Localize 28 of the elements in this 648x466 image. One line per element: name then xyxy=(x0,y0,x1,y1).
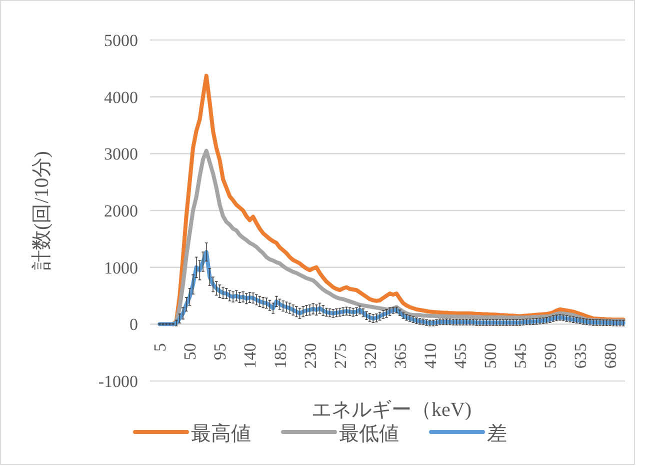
y-tick-label: 1000 xyxy=(104,258,138,278)
x-tick-label: 50 xyxy=(180,343,200,360)
legend-label: 最低値 xyxy=(339,423,399,445)
x-tick-label: 275 xyxy=(330,343,350,369)
x-tick-label: 230 xyxy=(300,343,320,369)
y-tick-label: 5000 xyxy=(104,31,138,50)
x-tick-label: 455 xyxy=(450,343,470,369)
x-axis-title: エネルギー（keV) xyxy=(312,399,472,421)
x-tick-label: 500 xyxy=(480,343,500,369)
legend-label: 差 xyxy=(487,423,507,445)
x-tick-label: 320 xyxy=(360,343,380,369)
x-tick-label: 590 xyxy=(540,343,560,369)
x-tick-label: 95 xyxy=(210,343,230,360)
y-tick-label: 4000 xyxy=(104,88,138,107)
x-tick-label: 5 xyxy=(150,343,170,352)
x-tick-label: 635 xyxy=(570,343,590,369)
legend-label: 最高値 xyxy=(191,422,251,445)
y-axis-title: 計数(回/10分) xyxy=(31,151,53,270)
y-tick-label: -1000 xyxy=(98,372,138,391)
y-tick-label: 3000 xyxy=(104,144,138,164)
x-tick-label: 140 xyxy=(240,343,260,369)
x-tick-label: 680 xyxy=(600,343,620,369)
y-tick-label: 2000 xyxy=(104,202,138,220)
x-tick-label: 545 xyxy=(510,343,530,369)
y-tick-label: 0 xyxy=(130,315,138,334)
x-tick-label: 365 xyxy=(390,343,410,369)
x-tick-label: 185 xyxy=(270,343,290,369)
x-tick-label: 410 xyxy=(420,343,440,369)
